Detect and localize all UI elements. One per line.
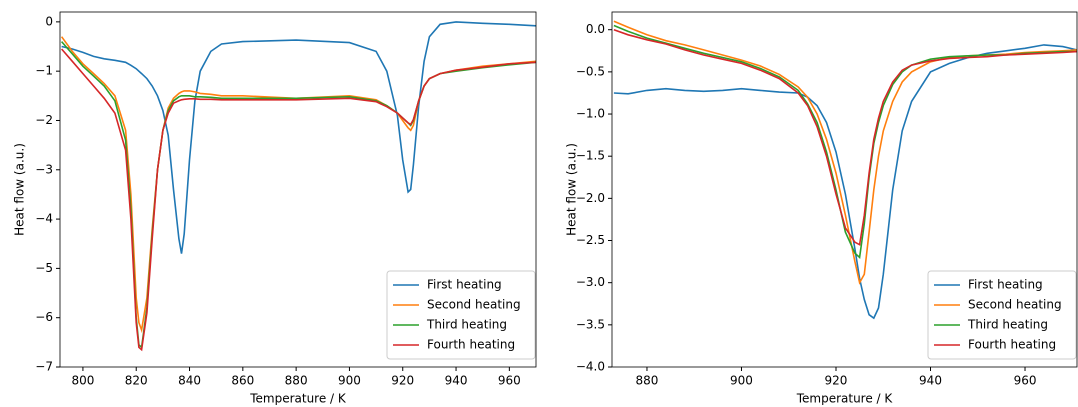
legend-label: First heating	[427, 278, 502, 292]
line-series	[60, 48, 536, 352]
x-tick-label: 880	[636, 374, 659, 388]
legend-label: Third heating	[426, 318, 507, 332]
y-tick-label: −4	[35, 212, 53, 226]
y-tick-label: −0.5	[576, 64, 605, 78]
legend-label: First heating	[968, 278, 1043, 292]
line-series	[613, 20, 1077, 285]
x-tick-label: 820	[125, 374, 148, 388]
y-tick-label: −4.0	[576, 360, 605, 374]
x-tick-label: 900	[338, 374, 361, 388]
y-tick-label: −6	[35, 310, 53, 324]
y-tick-label: 0	[45, 14, 53, 28]
y-tick-label: −1.5	[576, 149, 605, 163]
x-tick-label: 940	[919, 374, 942, 388]
y-axis-label: Heat flow (a.u.)	[565, 143, 579, 236]
x-tick-label: 960	[1014, 374, 1037, 388]
y-tick-label: −3.0	[576, 275, 605, 289]
axes-frame	[59, 11, 537, 368]
y-tick-label: −7	[35, 360, 53, 374]
legend-label: Third heating	[967, 318, 1048, 332]
legend-label: Second heating	[968, 298, 1062, 312]
x-tick-label: 860	[231, 374, 254, 388]
y-tick-label: −5	[35, 261, 53, 275]
line-series	[613, 24, 1077, 259]
y-tick-label: 0.0	[586, 22, 605, 36]
line-series	[613, 28, 1077, 246]
x-tick-label: 840	[178, 374, 201, 388]
y-tick-label: −1	[35, 64, 53, 78]
y-tick-label: −1.0	[576, 107, 605, 121]
y-tick-label: −2	[35, 113, 53, 127]
legend-label: Fourth heating	[427, 338, 515, 352]
legend: First heating Second heating Third heating…	[386, 270, 536, 360]
x-tick-label: 920	[391, 374, 414, 388]
legend-label: Second heating	[427, 298, 521, 312]
x-axis-label: Temperature / K	[796, 392, 894, 406]
x-tick-label: 900	[730, 374, 753, 388]
x-axis-label: Temperature / K	[249, 392, 347, 406]
x-tick-label: 880	[285, 374, 308, 388]
y-axis-label: Heat flow (a.u.)	[13, 143, 27, 236]
x-tick-label: 920	[825, 374, 848, 388]
y-tick-label: −3.5	[576, 317, 605, 331]
x-tick-label: 800	[71, 374, 94, 388]
x-tick-label: 940	[445, 374, 468, 388]
axes-frame	[611, 11, 1078, 368]
plot: 800 820 840 860 880 900 920 940 960 0 −1 −2 −3 −4 −5 −6…	[13, 11, 537, 406]
line-series	[61, 21, 536, 254]
legend: First heating Second heating Third heating…	[927, 270, 1077, 360]
legend-box	[386, 270, 536, 360]
y-tick-label: −3	[35, 162, 53, 176]
y-tick-label: −2.5	[576, 233, 605, 247]
legend-label: Fourth heating	[968, 338, 1056, 352]
x-tick-label: 960	[498, 374, 521, 388]
legend-box	[927, 270, 1077, 360]
plot: 880 900 920 940 960 0.0 −0.5 −1.0 −1.5 −2.0 −2.5 −3…	[565, 11, 1078, 406]
y-tick-label: −2.0	[576, 191, 605, 205]
